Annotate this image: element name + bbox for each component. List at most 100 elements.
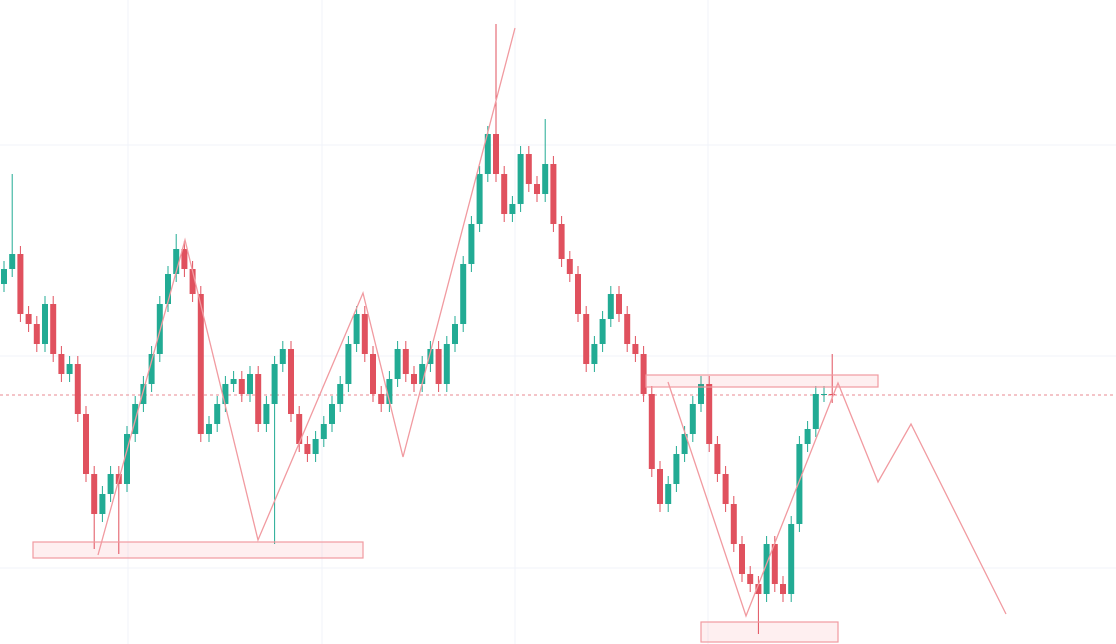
candle-body: [747, 574, 754, 584]
candle-body: [304, 444, 311, 454]
candle-body: [66, 364, 73, 374]
zigzag-line: [97, 27, 516, 556]
candle-body: [74, 364, 81, 414]
candle-body: [829, 394, 836, 395]
candle-body: [206, 424, 212, 434]
candle-body: [616, 294, 622, 314]
candle-body: [419, 364, 426, 384]
candle-body: [804, 429, 811, 444]
candle-body: [640, 354, 647, 394]
candle-body: [665, 484, 672, 504]
candle-body: [99, 494, 106, 514]
candle-body: [566, 259, 573, 274]
candle-body: [83, 414, 89, 474]
candle-body: [460, 264, 467, 324]
candle-body: [484, 134, 491, 174]
candle-body: [271, 364, 278, 404]
candle-body: [247, 374, 253, 394]
candle-body: [17, 254, 24, 314]
candle-body: [542, 164, 549, 194]
candle-body: [550, 164, 557, 224]
candle-body: [583, 314, 590, 364]
candle-body: [509, 204, 516, 214]
candle-body: [730, 504, 737, 544]
candle-body: [329, 404, 335, 424]
candle-body: [698, 384, 704, 404]
candle-body: [763, 544, 770, 594]
candle-body: [1, 269, 7, 284]
candle-body: [681, 434, 688, 454]
candle-body: [25, 314, 32, 324]
candle-body: [50, 304, 57, 354]
projection-line: [667, 381, 1007, 618]
candle-body: [607, 294, 614, 319]
candle-body: [780, 584, 786, 594]
candle-body: [124, 434, 130, 484]
candle-body: [378, 394, 385, 404]
drawings: [32, 374, 879, 643]
candle-body: [230, 379, 237, 384]
candle-body: [476, 174, 483, 224]
candle-body: [706, 384, 713, 444]
candle-body: [812, 394, 819, 429]
support-zone: [32, 541, 364, 559]
support-zone: [700, 621, 839, 643]
candle-body: [755, 584, 762, 594]
candle-body: [197, 294, 204, 434]
candle-body: [722, 474, 729, 504]
candle-body: [42, 304, 48, 344]
candle-body: [632, 344, 639, 354]
candle-body: [648, 394, 655, 469]
candle-body: [361, 314, 368, 354]
candle-body: [525, 154, 532, 184]
candle-body: [91, 474, 98, 514]
candle-body: [140, 384, 147, 404]
candle-body: [402, 349, 409, 374]
candle-body: [796, 444, 803, 524]
candle-body: [296, 414, 303, 444]
candle-body: [107, 474, 114, 494]
candle-body: [534, 184, 540, 194]
candle-body: [394, 349, 401, 379]
candle-body: [624, 314, 631, 344]
candle-body: [599, 319, 606, 344]
candle-body: [517, 154, 524, 204]
candle-body: [558, 224, 565, 259]
candle-body: [714, 444, 721, 474]
candle-body: [312, 439, 319, 454]
candle-body: [58, 354, 65, 374]
candle-body: [288, 349, 294, 414]
candle-body: [739, 544, 745, 574]
candle-body: [435, 349, 442, 384]
candle-body: [214, 404, 221, 424]
candle-body: [320, 424, 327, 439]
candle-body: [468, 224, 475, 264]
candle-body: [165, 274, 171, 304]
candle-body: [575, 274, 581, 314]
candle-body: [263, 404, 270, 424]
candle-body: [181, 249, 188, 269]
candle-body: [452, 324, 458, 344]
candle-body: [788, 524, 795, 594]
candle-body: [689, 404, 696, 434]
candle-body: [771, 544, 778, 584]
candle-body: [443, 344, 450, 384]
candle-body: [657, 469, 663, 504]
candle-body: [591, 344, 598, 364]
zigzag: [97, 27, 1007, 618]
candle-body: [222, 384, 229, 404]
candle-body: [148, 354, 155, 384]
resistance-zone: [645, 374, 879, 388]
candle-body: [9, 254, 16, 269]
candle-body: [189, 269, 196, 294]
candle-body: [238, 379, 245, 394]
candle-body: [427, 349, 434, 364]
candle-body: [33, 324, 40, 344]
candle-body: [255, 374, 262, 424]
candle-body: [821, 394, 827, 395]
candle-body: [386, 379, 393, 404]
candle-body: [493, 134, 499, 174]
candle-body: [345, 344, 352, 384]
